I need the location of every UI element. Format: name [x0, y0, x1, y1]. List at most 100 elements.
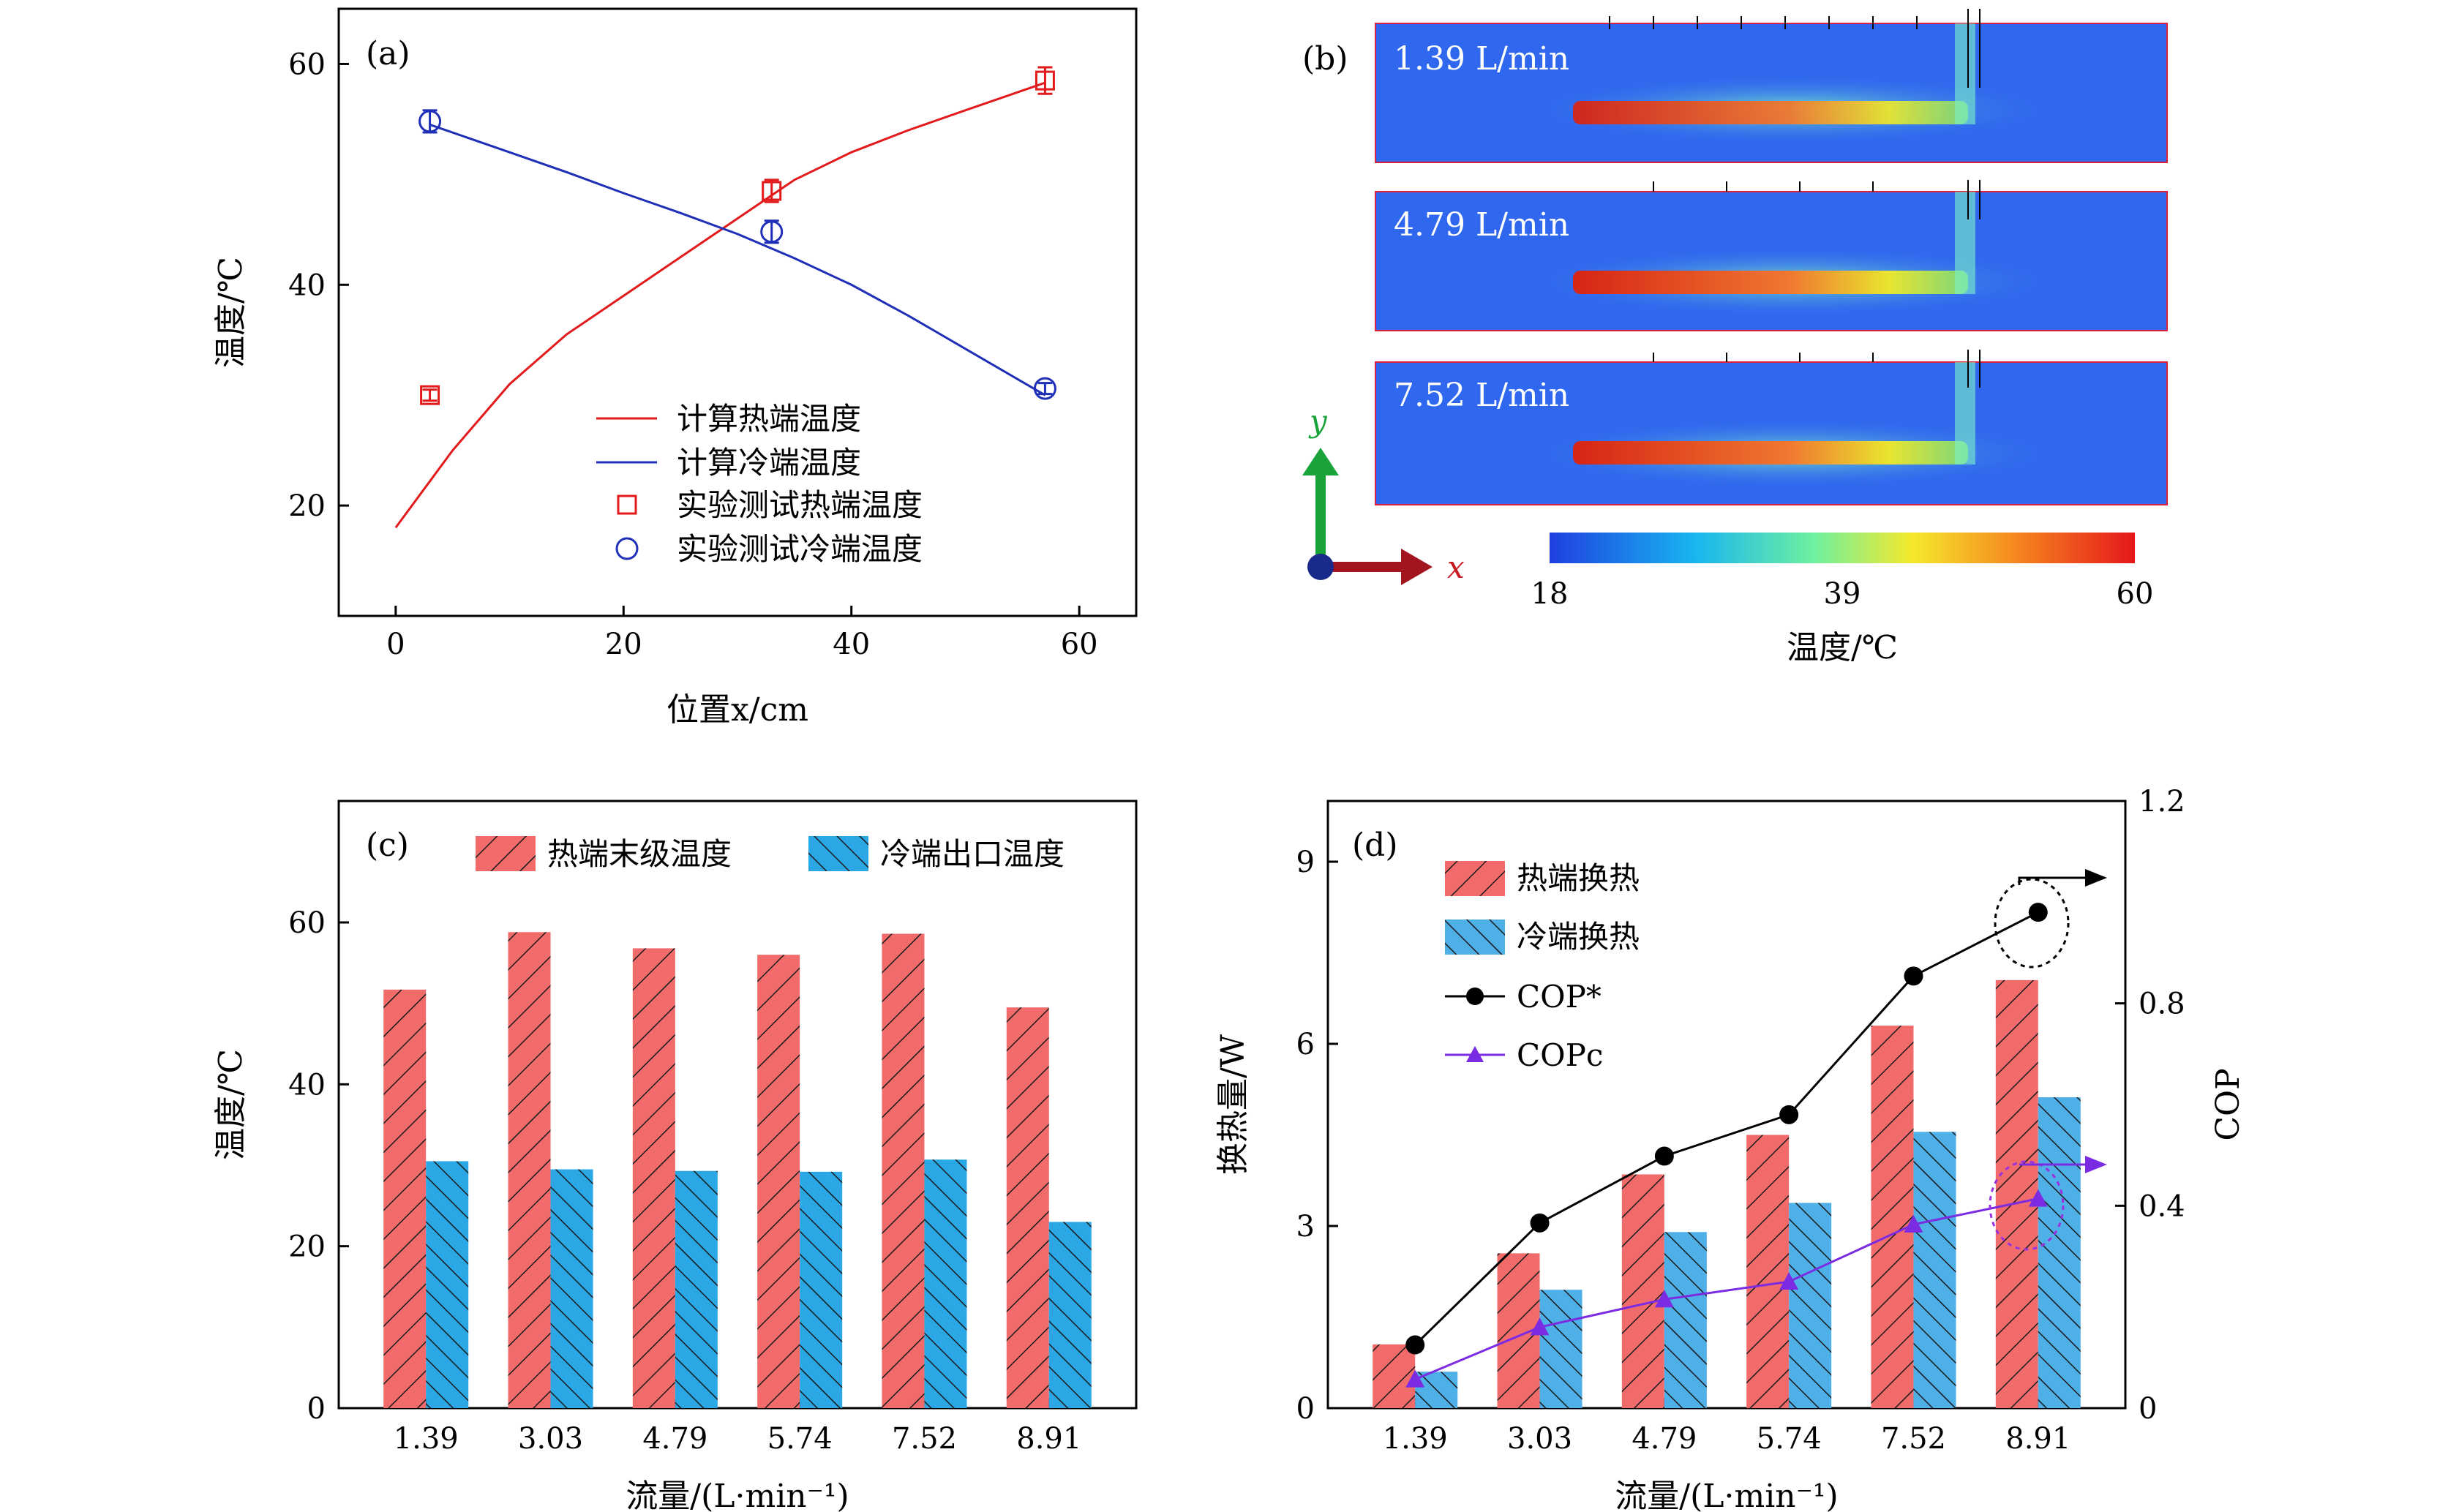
a-xtick-label: 0 [386, 628, 405, 661]
contour-1-outlet [1955, 23, 1975, 124]
d-xtick-label: 1.39 [1383, 1422, 1448, 1456]
panel-c-plot [383, 932, 1092, 1408]
d-y2tick-label: 0.4 [2139, 1189, 2185, 1223]
legend-d-cold: 冷端换热 [1517, 919, 1640, 955]
d-bar [1415, 1372, 1458, 1408]
d-ytick-label: 3 [1296, 1210, 1315, 1244]
panel-d-ylabel: 换热量/W [1214, 1034, 1252, 1175]
a-point-circle [1033, 377, 1056, 400]
contour-3-outlet [1955, 362, 1975, 464]
c-xtick-label: 1.39 [394, 1422, 459, 1456]
d-xtick-label: 7.52 [1881, 1422, 1946, 1456]
d-point-circle [1904, 966, 1923, 986]
panel-d: (d) 1.39 3.03 4.79 5.74 7.52 8.91036900.40.81… [1214, 785, 2247, 1512]
a-point-square [762, 181, 782, 201]
legend-a-hot-exp: 实验测试热端温度 [677, 487, 923, 523]
a-point-circle [418, 110, 442, 133]
colorbar [1550, 533, 2135, 563]
panel-a-plot [394, 66, 1056, 529]
panel-c-legend: 热端末级温度 冷端出口温度 [476, 836, 1065, 872]
legend-c-hot-swatch [476, 836, 536, 871]
d-point-circle [1530, 1213, 1550, 1233]
panel-c-frame [337, 800, 1138, 1410]
c-bar [508, 932, 551, 1408]
triad-origin [1307, 554, 1334, 580]
d-xtick-label: 4.79 [1632, 1422, 1697, 1456]
d-point-circle [1779, 1105, 1799, 1124]
panel-c-ticks: 1.39 3.03 4.79 5.74 7.52 8.91 0 20 40 60 [288, 906, 1081, 1456]
d-point-circle [1654, 1146, 1674, 1166]
colorbar-tick-max: 60 [2117, 577, 2154, 611]
d-line-circle [1414, 911, 2039, 1346]
legend-d-copc: COPc [1517, 1037, 1603, 1073]
d-point-triangle [1779, 1272, 1799, 1290]
contour-2-outlet [1955, 192, 1975, 294]
d-xtick-label: 3.03 [1507, 1422, 1572, 1456]
legend-a-cold-exp: 实验测试冷端温度 [677, 531, 923, 567]
c-xtick-label: 3.03 [518, 1422, 583, 1456]
d-point-triangle [1530, 1317, 1550, 1336]
a-line-series-1 [429, 124, 1046, 396]
d-point-triangle [1405, 1369, 1425, 1388]
contour-2: 4.79 L/min [1375, 180, 2168, 331]
legend-d-cop-marker [1466, 988, 1484, 1005]
c-bar [426, 1161, 469, 1408]
panel-c: (c) 1.39 3.03 4.79 5.74 7.52 8.91 0 20 40 60 流量/(… [212, 800, 1138, 1512]
d-y2tick-label: 0.8 [2139, 988, 2185, 1021]
d-line-triangle [1414, 1197, 2039, 1380]
a-point-square [1035, 70, 1055, 91]
d-bar [1664, 1232, 1707, 1408]
legend-c-hot: 热端末级温度 [547, 836, 732, 872]
a-xtick-label: 60 [1061, 628, 1098, 661]
c-ytick-label: 20 [288, 1230, 326, 1264]
legend-a-hot-calc: 计算热端温度 [677, 401, 861, 437]
d-point-triangle [2028, 1189, 2048, 1207]
copc-annotation [1989, 1160, 2065, 1251]
legend-c-cold-swatch [808, 836, 868, 871]
c-bar [757, 955, 800, 1408]
panel-b: (b) 1.39 L/min 4.79 L/min [1302, 9, 2168, 666]
colorbar-tick-min: 18 [1531, 577, 1569, 611]
contour-1-flow-label: 1.39 L/min [1394, 40, 1569, 78]
panel-a-xlabel: 位置x/cm [667, 691, 808, 729]
triad-x-label: x [1447, 549, 1465, 585]
d-bar [1746, 1135, 1790, 1408]
d-ytick-label: 6 [1296, 1028, 1315, 1061]
a-point-circle [760, 220, 784, 244]
contour-1-bar [1573, 101, 1968, 124]
panel-d-ticks: 1.39 3.03 4.79 5.74 7.52 8.91 0 3 6 9 0 0.4 0.8 1.2 [1296, 785, 2185, 1456]
d-point-circle [1405, 1335, 1425, 1355]
panel-a-ylabel: 温度/℃ [212, 257, 249, 368]
colorbar-tick-mid: 39 [1824, 577, 1861, 611]
contour-3: 7.52 L/min [1375, 350, 2168, 505]
triad-x-head [1401, 549, 1433, 585]
legend-d-cold-swatch [1445, 919, 1505, 955]
c-xtick-label: 5.74 [767, 1422, 833, 1456]
d-point-triangle [1904, 1214, 1923, 1233]
d-ytick-label: 9 [1296, 846, 1315, 879]
cop-star-arrowhead [2085, 869, 2107, 887]
c-xtick-label: 7.52 [892, 1422, 957, 1456]
panel-a-label: (a) [366, 35, 410, 72]
contour-1: 1.39 L/min [1375, 9, 2168, 163]
legend-d-cop: COP* [1517, 979, 1602, 1015]
c-bar [800, 1171, 843, 1408]
d-xtick-label: 5.74 [1757, 1422, 1822, 1456]
panel-d-plot [1373, 903, 2081, 1408]
c-bar [383, 989, 427, 1408]
d-bar [1621, 1174, 1664, 1408]
legend-a-hot-exp-swatch [617, 494, 637, 515]
panel-a-frame [337, 7, 1138, 617]
legend-a-cold-exp-swatch [615, 537, 639, 560]
c-bar [924, 1159, 967, 1408]
a-line-series-0 [394, 81, 1045, 529]
contour-3-flow-label: 7.52 L/min [1394, 377, 1569, 414]
c-bar [550, 1169, 593, 1408]
c-xtick-label: 4.79 [642, 1422, 707, 1456]
contour-3-bar [1573, 441, 1968, 464]
panel-c-label: (c) [366, 827, 409, 864]
axis-triad: y x [1302, 403, 1465, 585]
legend-a-cold-calc: 计算冷端温度 [677, 445, 861, 481]
colorbar-label: 温度/℃ [1787, 629, 1898, 666]
panel-d-y2label: COP [2209, 1068, 2247, 1140]
